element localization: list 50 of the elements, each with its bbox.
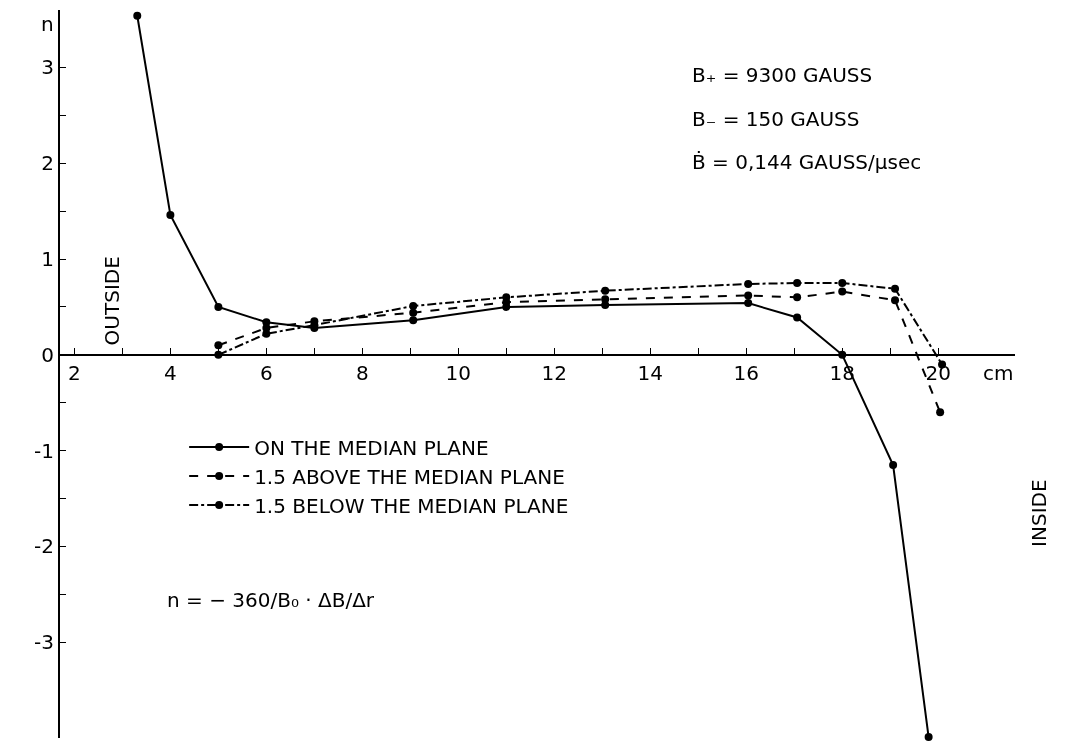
x-tick-label: 8: [355, 360, 369, 385]
y-tick-label: -1: [34, 438, 54, 463]
point: [262, 318, 271, 327]
point: [891, 284, 900, 293]
point: [793, 313, 802, 322]
y-tick-label: 1: [41, 247, 54, 272]
point: [793, 293, 802, 302]
point: [891, 296, 900, 305]
legend-label: 1.5 BELOW THE MEDIAN PLANE: [254, 493, 569, 518]
annotation: OUTSIDE: [100, 256, 124, 346]
annotation: Ḃ = 0,144 GAUSS/μsec: [692, 150, 922, 174]
point: [409, 316, 418, 325]
text: INSIDE: [1027, 479, 1052, 547]
point: [838, 287, 847, 296]
x-tick-label: 10: [445, 360, 472, 385]
point: [838, 279, 847, 287]
legend-label: 1.5 ABOVE THE MEDIAN PLANE: [254, 464, 565, 489]
point: [409, 308, 418, 317]
point: [936, 408, 945, 417]
x-tick-label: 14: [637, 360, 664, 385]
x-tick-label: 4: [164, 360, 177, 385]
point: [744, 291, 753, 300]
x-tick-label: 12: [541, 360, 568, 385]
y-tick-label: -3: [34, 630, 54, 655]
point: [793, 279, 802, 287]
y-tick-label: 2: [41, 151, 54, 176]
point: [214, 302, 223, 311]
x-tick-label: 16: [733, 360, 759, 385]
y-axis-title: n: [41, 12, 54, 36]
point: [924, 733, 933, 742]
point: [601, 301, 610, 310]
point: [601, 286, 610, 295]
x-tick-label: 2: [68, 360, 81, 385]
x-tick-label: 20: [925, 360, 951, 385]
annotation: n = − 360/B₀ · ΔB/Δr: [167, 588, 375, 612]
legend-label: ON THE MEDIAN PLANE: [254, 435, 489, 460]
x-tick-label: 6: [259, 360, 273, 385]
y-tick-label: -2: [34, 534, 54, 559]
point: [214, 341, 223, 350]
point: [409, 301, 418, 310]
y-tick-label: 3: [41, 55, 54, 80]
y-tick-label: 0: [41, 342, 54, 367]
point: [744, 299, 753, 308]
annotation: B₋ = 150 GAUSS: [692, 107, 860, 131]
point: [133, 11, 142, 20]
point: [889, 461, 898, 469]
point: [166, 210, 175, 219]
x-axis-title: cm: [983, 361, 1014, 385]
point: [744, 279, 753, 288]
annotation: B₊ = 9300 GAUSS: [692, 63, 873, 87]
